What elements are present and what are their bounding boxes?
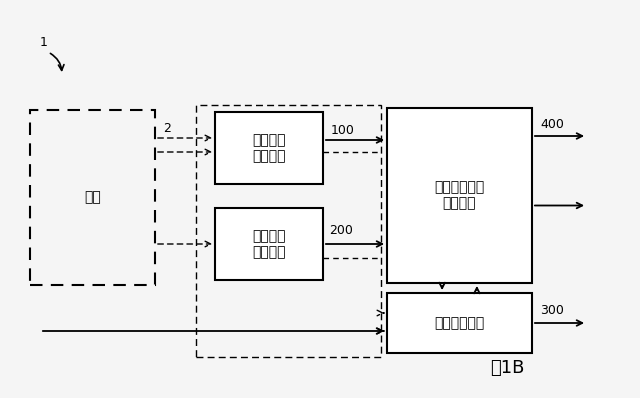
- Text: 200: 200: [329, 224, 353, 236]
- Bar: [196, 105, 381, 357]
- Text: 主観調査
システム: 主観調査 システム: [252, 133, 285, 163]
- Text: 2: 2: [163, 121, 171, 135]
- Text: 図1B: 図1B: [490, 359, 524, 377]
- Bar: [30, 110, 155, 285]
- Bar: [215, 112, 323, 184]
- Text: 施設: 施設: [84, 191, 101, 205]
- Text: シミュレータ: シミュレータ: [435, 316, 484, 330]
- Text: 300: 300: [540, 304, 564, 316]
- Text: 100: 100: [331, 123, 355, 137]
- Text: 1: 1: [40, 35, 48, 49]
- Bar: [215, 208, 323, 280]
- Bar: [387, 293, 532, 353]
- Text: 計画要件抜出
システム: 計画要件抜出 システム: [435, 180, 484, 211]
- Text: 客観調査
システム: 客観調査 システム: [252, 229, 285, 259]
- Text: 400: 400: [540, 117, 564, 131]
- Bar: [387, 108, 532, 283]
